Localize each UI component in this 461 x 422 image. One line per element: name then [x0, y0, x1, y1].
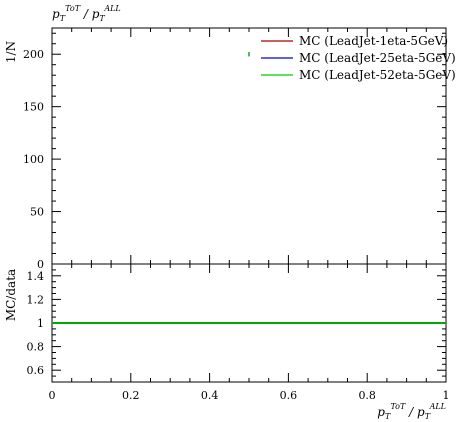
main-ytick-label: 0 — [37, 258, 44, 271]
ratio-ytick-label: 1.4 — [27, 270, 45, 283]
xlabel-sub2: T — [425, 412, 431, 421]
title-sup2: ALL — [103, 4, 120, 13]
xlabel-p1: p — [377, 405, 385, 419]
ratio-plot-ticks — [51, 263, 447, 383]
ratio-ytick-label: 1.2 — [27, 293, 45, 306]
main-plot-ticks — [51, 28, 447, 265]
ratio-plot-xtick-labels: 0 0.2 0.4 0.6 0.8 1 — [49, 389, 450, 402]
title-sub2: T — [99, 14, 105, 23]
main-ytick-label: 150 — [23, 101, 44, 114]
ratio-xtick-label: 0.4 — [201, 389, 219, 402]
legend: MC (LeadJet-1eta-5GeV) MC (LeadJet-25eta-… — [261, 34, 456, 82]
title-p1: p — [52, 7, 60, 21]
legend-label: MC (LeadJet-1eta-5GeV) — [299, 34, 448, 48]
main-plot-title: pTToT / pTALL — [52, 4, 121, 23]
ratio-plot-ytick-labels: 0.6 0.8 1 1.2 1.4 — [27, 270, 45, 377]
ratio-ytick-label: 1 — [37, 317, 44, 330]
ratio-xtick-label: 1 — [443, 389, 450, 402]
title-sup1: ToT — [65, 4, 81, 13]
ratio-xtick-label: 0.2 — [122, 389, 140, 402]
main-plot-ylabel: 1/N — [4, 41, 18, 63]
ratio-plot-xlabel: pTToT / pTALL — [377, 402, 446, 421]
main-ytick-label: 200 — [23, 48, 44, 61]
main-plot-ytick-labels: 0 50 100 150 200 — [23, 48, 44, 271]
main-ytick-label: 100 — [23, 153, 44, 166]
ratio-ytick-label: 0.6 — [27, 364, 45, 377]
xlabel-sup2: ALL — [429, 402, 446, 411]
ratio-xtick-label: 0.6 — [280, 389, 298, 402]
ratio-xtick-label: 0.8 — [358, 389, 376, 402]
xlabel-sub1: T — [385, 412, 391, 421]
title-slash: / p — [80, 7, 100, 21]
legend-label: MC (LeadJet-25eta-5GeV) — [299, 51, 456, 65]
legend-label: MC (LeadJet-52eta-5GeV) — [299, 68, 456, 82]
xlabel-slash: / p — [405, 405, 425, 419]
ratio-xtick-label: 0 — [49, 389, 56, 402]
title-sub1: T — [60, 14, 66, 23]
main-ytick-label: 50 — [30, 206, 44, 219]
ratio-ytick-label: 0.8 — [27, 341, 45, 354]
xlabel-sup1: ToT — [390, 402, 406, 411]
ratio-plot-ylabel: MC/data — [4, 269, 18, 321]
